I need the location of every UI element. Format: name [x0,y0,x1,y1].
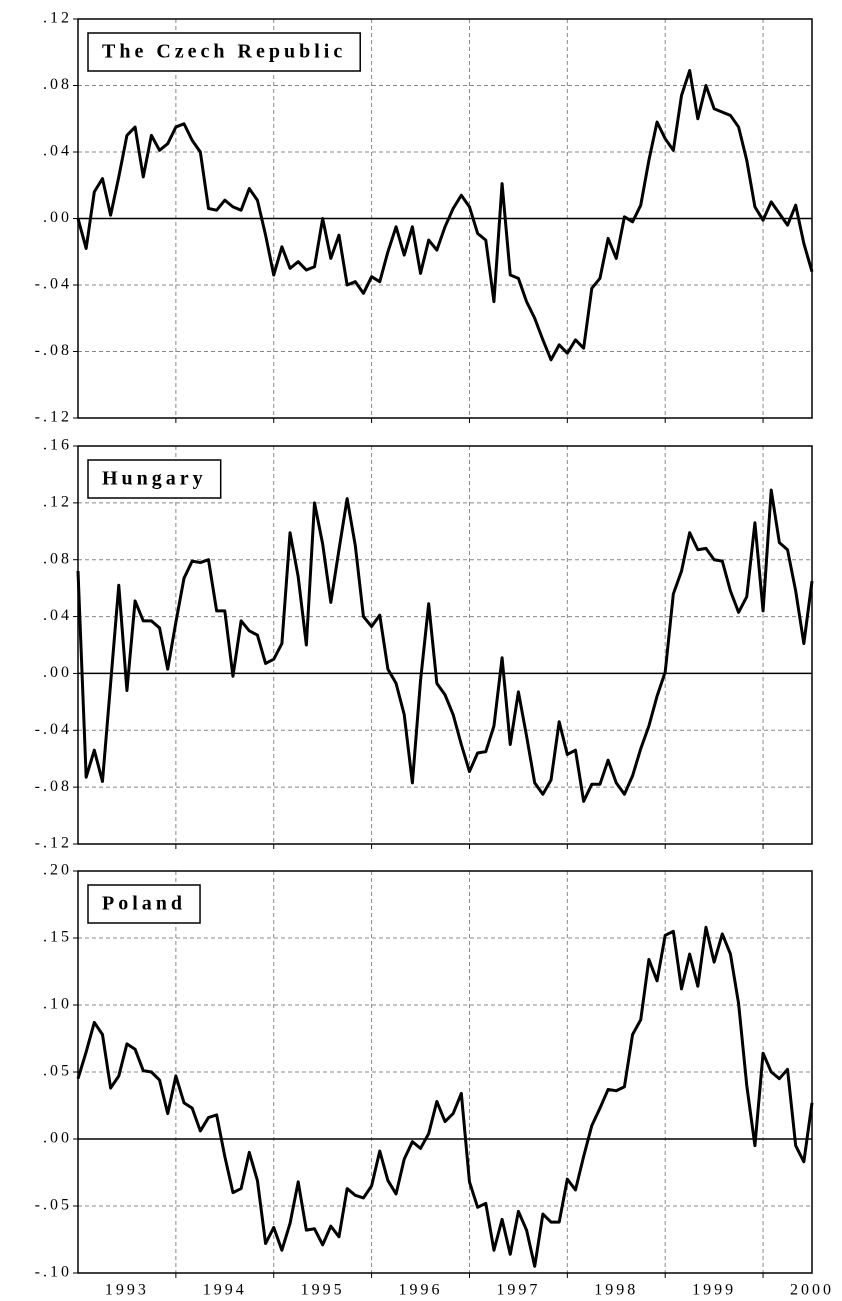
x-tick-label: 1995 [301,1282,345,1299]
data-line [76,925,814,1268]
panel-title: Hungary [102,468,207,490]
y-tick-label: .10 [43,996,72,1013]
x-tick-label: 1993 [105,1282,149,1299]
y-tick-label: .00 [43,664,72,681]
y-tick-label: .04 [43,143,72,160]
y-tick-label: -.04 [35,721,72,738]
legend-box: Poland [87,884,201,924]
legend-frame [87,884,201,924]
plot-frame [77,445,813,845]
y-tick-label: -.12 [35,835,72,852]
y-tick-label: -.08 [35,778,72,795]
y-tick-label: .00 [43,209,72,226]
legend-frame [87,459,222,499]
x-tick-label: 1999 [692,1282,736,1299]
data-line [76,69,814,362]
x-tick-label: 1994 [203,1282,247,1299]
legend-box: Hungary [87,459,222,499]
panel-title: Poland [102,893,186,915]
x-tick-label: 1996 [399,1282,443,1299]
y-tick-label: .12 [43,494,72,511]
legend-box: The Czech Republic [87,32,361,72]
y-tick-label: .15 [43,929,72,946]
y-tick-label: -.10 [35,1264,72,1281]
y-tick-label: .12 [43,10,72,27]
y-tick-label: .04 [43,607,72,624]
plot-frame [77,870,813,1274]
y-tick-label: -.05 [35,1197,72,1214]
y-tick-label: -.08 [35,342,72,359]
y-tick-label: .16 [43,437,72,454]
y-tick-label: -.04 [35,276,72,293]
y-tick-label: .05 [43,1063,72,1080]
x-tick-label: 1997 [496,1282,540,1299]
y-tick-label: -.12 [35,409,72,426]
y-tick-label: .08 [43,76,72,93]
x-tick-label: 1998 [594,1282,638,1299]
data-line [76,488,814,803]
legend-frame [87,32,361,72]
y-tick-label: .08 [43,550,72,567]
y-tick-label: .20 [43,862,72,879]
panel-title: The Czech Republic [102,41,346,63]
y-tick-label: .00 [43,1130,72,1147]
x-tick-label: 2000 [790,1282,834,1299]
